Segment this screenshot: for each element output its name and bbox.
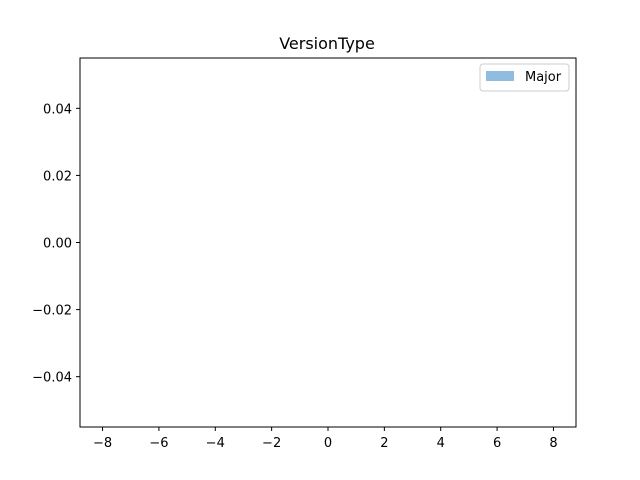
y-axis: 0.04 0.02 0.00 −0.02 −0.04	[32, 102, 80, 386]
legend: Major	[479, 63, 570, 92]
legend-label-major: Major	[525, 70, 562, 85]
y-tick-label: 0.04	[43, 102, 72, 117]
x-axis: −8 −6 −4 −2 0 2 4 6 8	[93, 427, 558, 451]
legend-swatch-major	[486, 71, 514, 81]
x-tick-label: −2	[262, 436, 281, 451]
x-tick-label: 6	[493, 436, 501, 451]
plot-frame	[79, 57, 577, 428]
y-tick-label: 0.02	[43, 169, 72, 184]
x-tick-label: −4	[206, 436, 225, 451]
x-tick-label: 2	[380, 436, 388, 451]
y-tick-label: −0.02	[32, 304, 72, 319]
x-tick-label: 4	[437, 436, 445, 451]
y-tick-label: −0.04	[32, 371, 72, 386]
legend-box	[479, 63, 570, 92]
x-tick-label: −8	[93, 436, 112, 451]
y-tick-label: 0.00	[43, 237, 72, 252]
x-tick-label: −6	[149, 436, 168, 451]
x-tick-label: 8	[549, 436, 557, 451]
chart-title: VersionType	[279, 34, 375, 53]
x-tick-label: 0	[324, 436, 332, 451]
